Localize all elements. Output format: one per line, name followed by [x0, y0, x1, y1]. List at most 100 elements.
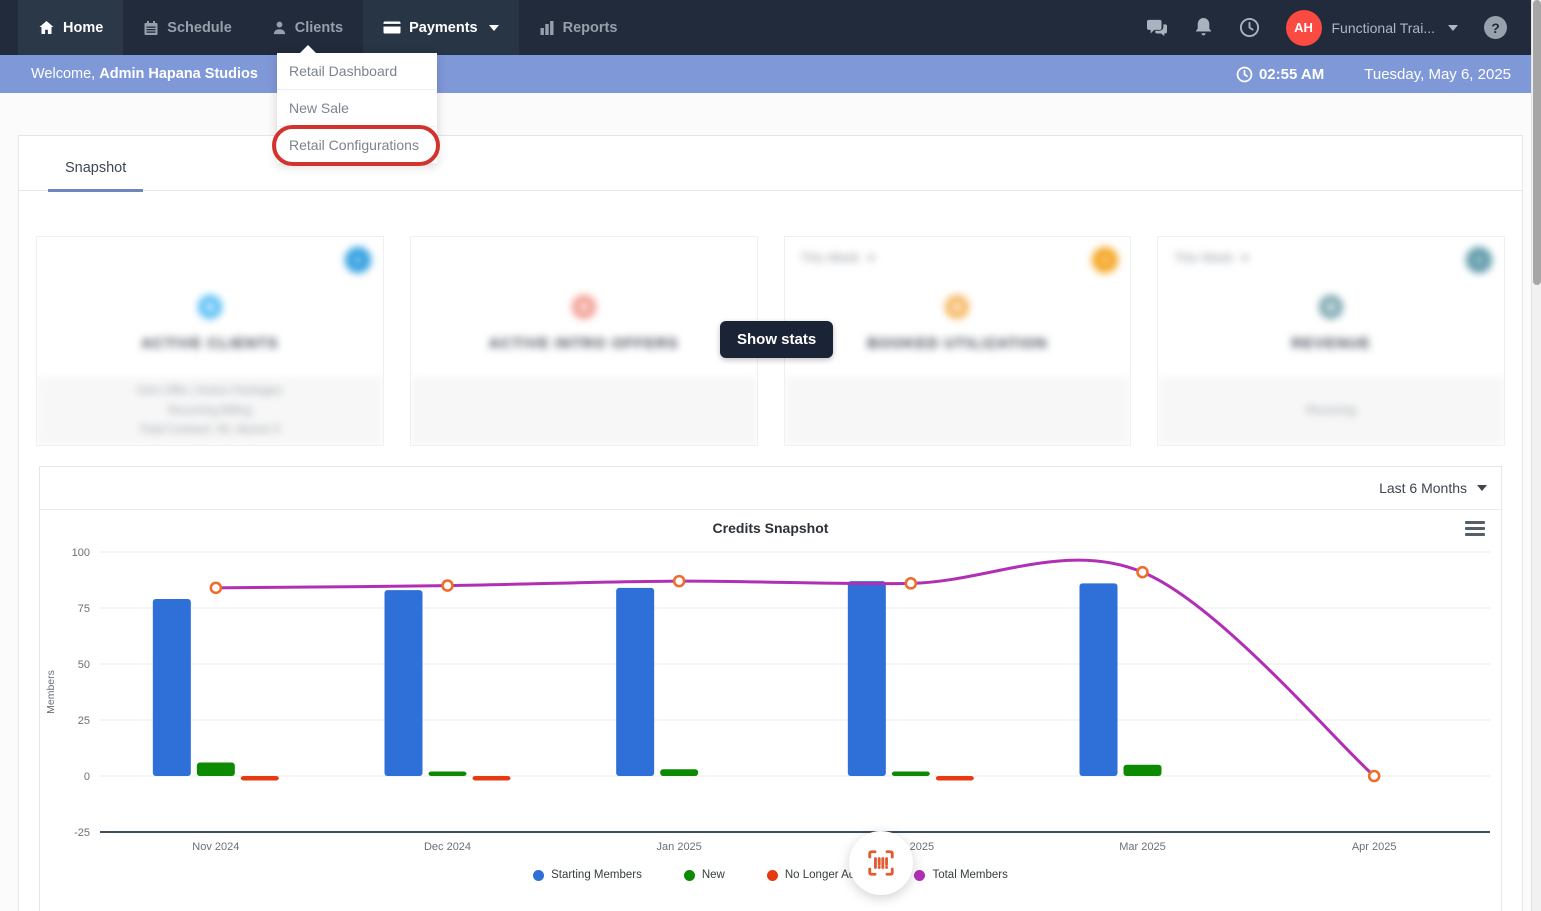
bar-starting-members[interactable] [616, 587, 655, 776]
line-total-members [215, 558, 1376, 778]
marker-total-members[interactable] [672, 574, 686, 588]
welcome-message: Welcome, Admin Hapana Studios [31, 66, 258, 82]
show-stats-button[interactable]: Show stats [720, 321, 834, 358]
marker-total-members[interactable] [1367, 769, 1381, 783]
legend-item-total-members[interactable]: Total Members [914, 869, 1008, 881]
card-footer [784, 377, 1131, 445]
card-period-selector[interactable]: This Week [801, 251, 876, 265]
bar-no-longer-active[interactable] [935, 776, 974, 781]
marker-total-members[interactable] [441, 579, 454, 592]
nav-item-label: Reports [562, 19, 618, 36]
chevron-down-icon [867, 255, 876, 261]
blurred-card-content: + ACTIVE CLIENTS Intro Offer | Active Pack… [37, 237, 383, 445]
barcode-icon [868, 850, 894, 876]
barcode-scan-button[interactable] [849, 831, 913, 895]
nav-item-home[interactable]: Home [18, 0, 124, 55]
x-tick-label: Jan 2025 [657, 841, 702, 853]
bar-starting-members[interactable] [152, 599, 191, 776]
bar-new[interactable] [428, 771, 467, 776]
card-title: REVENUE [1291, 335, 1371, 352]
card-footer [410, 377, 757, 445]
nav-item-schedule[interactable]: Schedule [123, 0, 251, 55]
nav-item-clients[interactable]: Clients [252, 0, 363, 55]
main-panel: Snapshot + ACTIVE CLIENTS Intro Offer | Ac… [18, 135, 1523, 911]
card-footer-line: Recurring Billing [168, 404, 252, 417]
blurred-card-content: This Week + BOOKED UTILIZATION [784, 237, 1131, 445]
chevron-down-icon [1477, 485, 1487, 491]
card-action-icon[interactable]: + [344, 247, 371, 273]
bar-no-longer-active[interactable] [472, 776, 511, 781]
welcome-datetime: 02:55 AM Tuesday, May 6, 2025 [1236, 66, 1511, 83]
home-icon [38, 20, 55, 36]
calendar-icon [143, 20, 159, 36]
bar-no-longer-active[interactable] [240, 776, 279, 781]
nav-item-reports[interactable]: Reports [519, 0, 638, 55]
legend-dot [683, 869, 695, 881]
bar-new[interactable] [891, 771, 930, 776]
time-label: 02:55 AM [1258, 65, 1325, 83]
clock-icon [1236, 66, 1253, 82]
chat-icon[interactable] [1146, 18, 1168, 38]
help-icon[interactable]: ? [1484, 16, 1507, 39]
x-tick-label: Dec 2024 [424, 841, 471, 853]
stat-card-active-intro-offers: ACTIVE INTRO OFFERS [409, 236, 758, 446]
chart-body: Credits Snapshot 100 75 50 25 0 -25 Members Nov… [40, 510, 1501, 911]
nav-item-label: Clients [294, 19, 344, 36]
tab-label: Snapshot [65, 160, 127, 176]
blurred-card-content: This Week + REVENUE Recurring [1158, 237, 1504, 445]
legend-dot [914, 869, 926, 881]
card-title: ACTIVE CLIENTS [141, 335, 279, 352]
main-nav: Home Schedule Clients Payments Reports [0, 0, 637, 55]
ring-icon [1319, 295, 1344, 319]
chart-menu-icon[interactable] [1465, 521, 1485, 536]
marker-total-members[interactable] [1136, 565, 1149, 579]
account-name: Functional Trai... [1331, 19, 1436, 36]
credit-card-icon [383, 20, 401, 35]
legend-dot [766, 869, 778, 881]
ring-icon [571, 295, 596, 319]
marker-total-members[interactable] [904, 577, 918, 590]
nav-item-label: Home [63, 19, 104, 36]
legend-label: Total Members [932, 869, 1008, 881]
marker-total-members[interactable] [209, 581, 223, 595]
stat-cards-row: + ACTIVE CLIENTS Intro Offer | Active Pack… [19, 191, 1522, 446]
clock-icon[interactable] [1239, 17, 1260, 38]
dropdown-item-retail-dashboard[interactable]: Retail Dashboard [277, 53, 437, 90]
bar-new[interactable] [660, 769, 699, 776]
bell-icon[interactable] [1194, 17, 1213, 38]
range-selector[interactable]: Last 6 Months [1379, 480, 1487, 496]
svg-text:-25: -25 [74, 827, 90, 839]
legend-label: Starting Members [551, 869, 642, 881]
dropdown-item-new-sale[interactable]: New Sale [277, 90, 437, 127]
scrollbar-thumb[interactable] [1533, 0, 1541, 285]
bar-new[interactable] [1123, 764, 1162, 776]
card-period-selector[interactable]: This Week [1174, 251, 1250, 265]
card-action-icon[interactable]: + [1466, 247, 1492, 273]
stat-card-booked-utilization: This Week + BOOKED UTILIZATION [783, 236, 1132, 446]
y-axis-label: Members [45, 670, 57, 714]
credits-snapshot-panel: Last 6 Months Credits Snapshot 100 75 50 25… [39, 466, 1502, 911]
current-time: 02:55 AM [1236, 66, 1324, 83]
welcome-bar: Welcome, Admin Hapana Studios 02:55 AM T… [0, 55, 1541, 93]
account-menu[interactable]: AH Functional Trai... [1285, 9, 1458, 46]
nav-item-label: Schedule [167, 19, 232, 36]
card-action-icon[interactable]: + [1092, 247, 1119, 273]
chart-header: Last 6 Months [40, 467, 1501, 510]
legend-item-starting-members[interactable]: Starting Members [533, 869, 642, 881]
scrollbar[interactable] [1531, 0, 1541, 911]
avatar: AH [1285, 9, 1322, 46]
bar-starting-members[interactable] [384, 590, 423, 776]
bar-new[interactable] [196, 762, 235, 776]
nav-item-payments[interactable]: Payments [363, 0, 519, 55]
svg-text:100: 100 [72, 547, 90, 559]
tab-snapshot[interactable]: Snapshot [48, 160, 144, 192]
current-date: Tuesday, May 6, 2025 [1364, 65, 1511, 83]
bar-starting-members[interactable] [847, 581, 886, 776]
dropdown-item-retail-configurations[interactable]: Retail Configurations [277, 127, 437, 164]
payments-dropdown: Retail Dashboard New Sale Retail Configura… [272, 45, 440, 166]
svg-text:25: 25 [78, 715, 90, 727]
card-footer-line: Total Contract: 55, Alumni 0 [139, 424, 281, 437]
bar-starting-members[interactable] [1079, 583, 1118, 776]
credits-snapshot-chart: 100 75 50 25 0 -25 Members Nov 2024 Dec 2024 Jan … [45, 547, 1490, 853]
legend-item-new[interactable]: New [683, 869, 725, 881]
